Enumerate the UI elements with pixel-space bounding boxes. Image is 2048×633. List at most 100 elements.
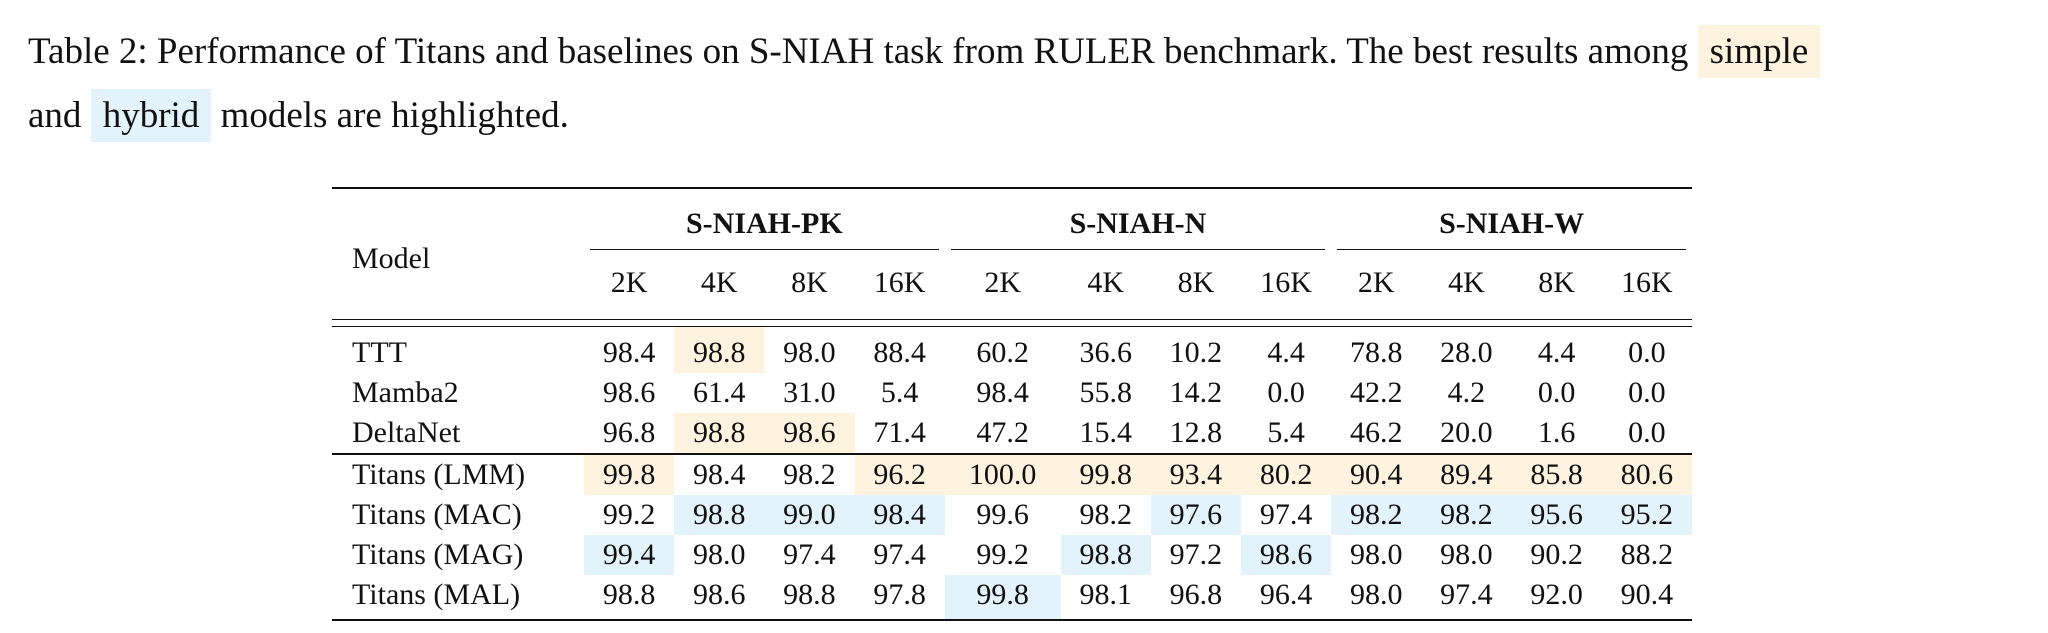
score-cell: 0.0	[1537, 376, 1576, 409]
caption-text-end: models are highlighted.	[220, 95, 569, 136]
header-double-rule	[332, 319, 1692, 327]
score-cell: 98.0	[1349, 538, 1403, 571]
column-header: 4K	[1087, 266, 1125, 299]
column-header: 16K	[873, 266, 926, 299]
model-name: Titans (MAC)	[352, 498, 522, 531]
score-cell: 90.2	[1530, 538, 1583, 571]
caption-text: Table 2: Performance of Titans and basel…	[28, 31, 1689, 72]
score-cell: 97.4	[783, 538, 836, 571]
score-cell: 89.4	[1421, 453, 1512, 495]
score-cell: 97.4	[1421, 575, 1512, 621]
score-cell: 20.0	[1440, 416, 1493, 449]
score-cell: 46.2	[1349, 416, 1403, 449]
column-header-row: 2K 4K 8K 16K 2K 4K 8K 16K 2K 4K 8K 16K	[332, 257, 1692, 320]
table-row: TTT 98.4 98.8 98.0 88.4 60.2 36.6 10.2 4.4 78.8 28…	[332, 326, 1692, 373]
column-header: 4K	[1448, 266, 1485, 299]
score-cell: 4.4	[1537, 336, 1576, 369]
score-cell: 55.8	[1079, 376, 1132, 409]
table-row: DeltaNet 96.8 98.8 98.6 71.4 47.2 15.4 12.8 5.4 4…	[332, 413, 1692, 454]
score-cell: 99.2	[602, 498, 656, 531]
score-cell: 12.8	[1169, 416, 1223, 449]
model-header: Model	[332, 187, 584, 320]
score-cell: 98.0	[1440, 538, 1493, 571]
score-cell: 95.6	[1511, 495, 1602, 535]
score-cell: 99.4	[584, 535, 675, 575]
score-cell: 80.6	[1601, 453, 1692, 495]
score-cell: 98.6	[1240, 535, 1332, 575]
table-row: Titans (MAL) 98.8 98.6 98.8 97.8 99.8 98.1 96.8…	[332, 575, 1692, 621]
score-cell: 97.4	[1259, 498, 1313, 531]
score-cell: 98.6	[764, 413, 855, 454]
group-header-s-niah-w: S-NIAH-W	[1331, 187, 1692, 257]
score-cell: 95.2	[1601, 495, 1692, 535]
score-cell: 5.4	[880, 376, 919, 409]
score-cell: 98.2	[1079, 498, 1132, 531]
table-caption: Table 2: Performance of Titans and basel…	[28, 20, 2018, 148]
score-cell: 1.6	[1537, 416, 1576, 449]
score-cell: 98.4	[976, 376, 1029, 409]
model-name: TTT	[352, 336, 407, 369]
score-cell: 90.4	[1601, 575, 1692, 621]
table-row: Titans (MAC) 99.2 98.8 99.0 98.4 99.6 98.2 97.6…	[332, 495, 1692, 535]
column-header: 16K	[1621, 266, 1673, 299]
score-cell: 0.0	[1628, 376, 1666, 409]
score-cell: 36.6	[1079, 336, 1132, 369]
model-name: DeltaNet	[352, 416, 461, 449]
score-cell: 98.8	[674, 326, 765, 373]
score-cell: 98.0	[1331, 575, 1422, 621]
score-cell: 28.0	[1440, 336, 1493, 369]
group-rule	[1337, 248, 1686, 250]
score-cell: 5.4	[1267, 416, 1305, 449]
score-cell: 14.2	[1169, 376, 1223, 409]
score-cell: 98.8	[1060, 535, 1151, 575]
score-cell: 61.4	[693, 376, 746, 409]
column-header: 2K	[1357, 266, 1395, 299]
rule-cell	[332, 319, 1692, 327]
score-cell: 15.4	[1079, 416, 1132, 449]
score-cell: 93.4	[1150, 453, 1241, 495]
group-header-s-niah-n: S-NIAH-N	[944, 187, 1332, 257]
score-cell: 42.2	[1349, 376, 1403, 409]
model-name: Mamba2	[352, 376, 459, 409]
results-table: Model S-NIAH-PK S-NIAH-N S-NIAH-W 2K 4K 8K 16K 2…	[332, 187, 1692, 621]
score-cell: 98.2	[1331, 495, 1422, 535]
column-header: 2K	[610, 266, 648, 299]
score-cell: 88.4	[873, 336, 926, 369]
score-cell: 90.4	[1331, 453, 1422, 495]
score-cell: 97.2	[1169, 538, 1223, 571]
score-cell: 99.6	[976, 498, 1029, 531]
score-cell: 78.8	[1349, 336, 1403, 369]
table-row: Mamba2 98.6 61.4 31.0 5.4 98.4 55.8 14.2 0.0 42.2…	[332, 373, 1692, 413]
score-cell: 98.8	[584, 575, 675, 621]
score-cell: 100.0	[944, 453, 1061, 495]
score-cell: 47.2	[976, 416, 1029, 449]
table-row: Titans (MAG) 99.4 98.0 97.4 97.4 99.2 98.8 97.2…	[332, 535, 1692, 575]
score-cell: 10.2	[1169, 336, 1223, 369]
score-cell: 96.4	[1240, 575, 1332, 621]
score-cell: 92.0	[1511, 575, 1602, 621]
score-cell: 98.4	[674, 453, 765, 495]
score-cell: 97.6	[1150, 495, 1241, 535]
group-rule	[950, 248, 1326, 250]
score-cell: 99.0	[764, 495, 855, 535]
simple-highlight-label: simple	[1697, 25, 1821, 78]
group-header-row: Model S-NIAH-PK S-NIAH-N S-NIAH-W	[332, 187, 1692, 320]
score-cell: 31.0	[783, 376, 836, 409]
model-name: Titans (MAL)	[332, 575, 584, 621]
score-cell: 97.8	[854, 575, 945, 621]
model-name: Titans (LMM)	[332, 453, 584, 495]
score-cell: 0.0	[1628, 336, 1666, 369]
group-label: S-NIAH-N	[1069, 206, 1207, 240]
score-cell: 98.4	[602, 336, 656, 369]
column-header: 16K	[1260, 266, 1312, 299]
score-cell: 80.2	[1240, 453, 1332, 495]
score-cell: 98.0	[783, 336, 836, 369]
score-cell: 60.2	[976, 336, 1029, 369]
score-cell: 98.6	[602, 376, 656, 409]
caption-text-and: and	[28, 95, 82, 136]
score-cell: 99.2	[976, 538, 1029, 571]
column-header: 2K	[984, 266, 1021, 299]
score-cell: 0.0	[1267, 376, 1305, 409]
group-label: S-NIAH-PK	[686, 206, 843, 240]
group-rule	[590, 248, 939, 250]
